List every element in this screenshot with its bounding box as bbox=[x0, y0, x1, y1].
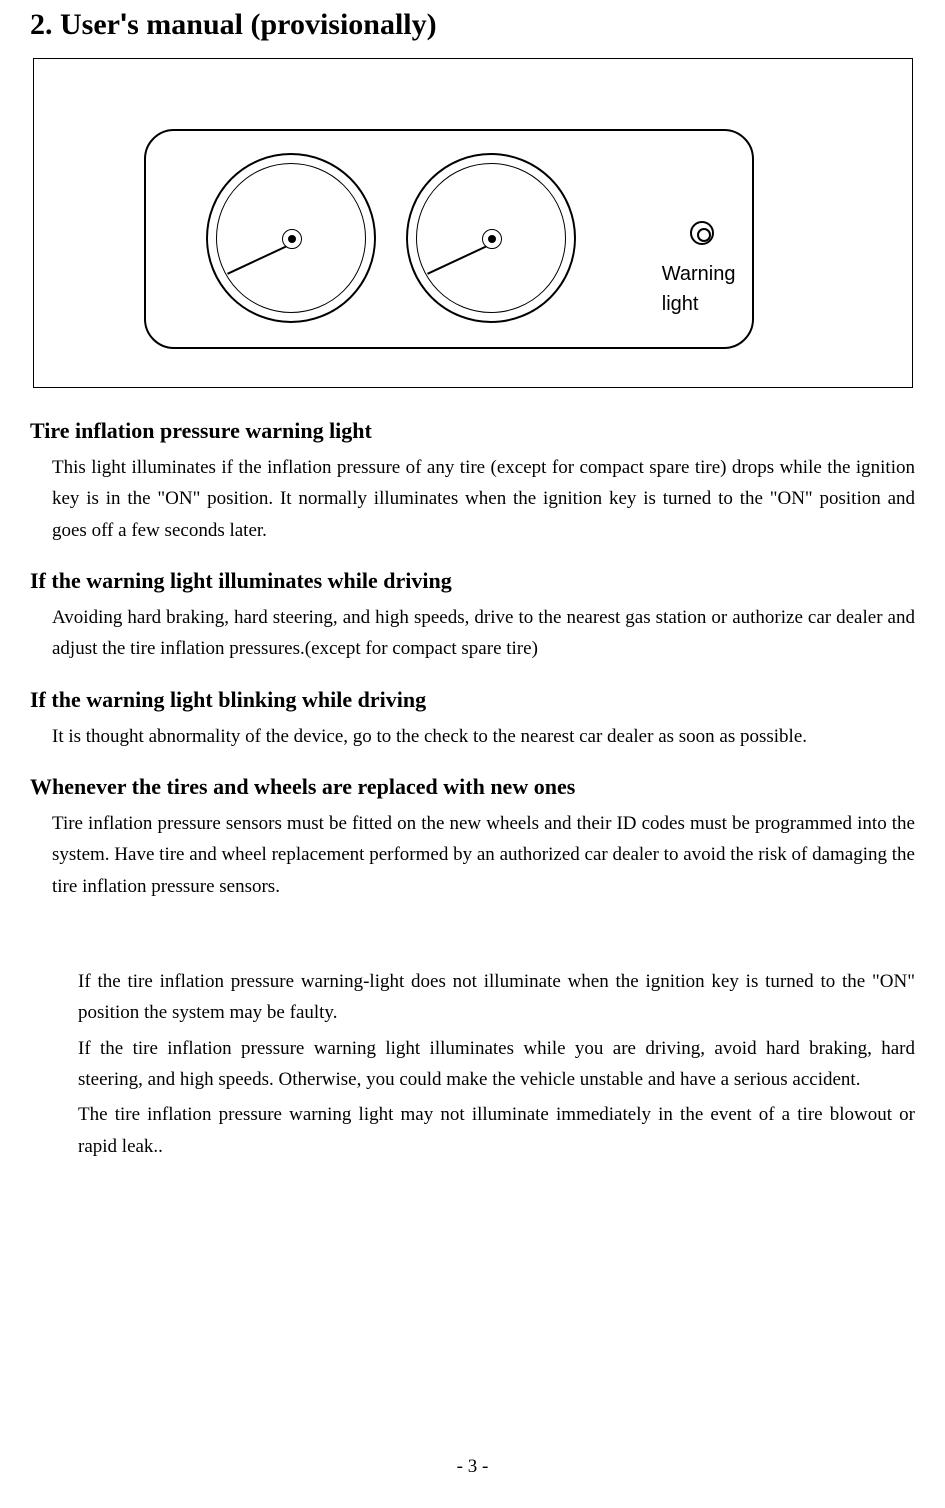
gauge-right bbox=[406, 153, 576, 323]
caution-item-2: If the tire inflation pressure warning l… bbox=[50, 1033, 915, 1096]
section-4-body: Tire inflation pressure sensors must be … bbox=[30, 808, 915, 902]
title-text-before: User bbox=[53, 8, 120, 41]
caution-text-3: The tire inflation pressure warning ligh… bbox=[78, 1099, 915, 1162]
section-1-heading: Tire inflation pressure warning light bbox=[30, 418, 915, 444]
caution-bullet bbox=[50, 966, 78, 1029]
section-1: Tire inflation pressure warning light Th… bbox=[30, 418, 915, 546]
section-3-body: It is thought abnormality of the device,… bbox=[30, 721, 915, 752]
caution-bullet bbox=[50, 1033, 78, 1096]
section-1-body: This light illuminates if the inflation … bbox=[30, 452, 915, 546]
gauge-right-center-inner bbox=[488, 235, 496, 243]
caution-bullet bbox=[50, 1099, 78, 1162]
caution-text-1: If the tire inflation pressure warning-l… bbox=[78, 966, 915, 1029]
section-2: If the warning light illuminates while d… bbox=[30, 568, 915, 665]
figure-caption bbox=[375, 359, 571, 385]
warning-light-label: Warning light bbox=[662, 259, 736, 319]
section-3: If the warning light blinking while driv… bbox=[30, 687, 915, 752]
caution-heading bbox=[30, 924, 915, 956]
page-number: - 3 - bbox=[457, 1456, 489, 1478]
warning-light-icon bbox=[690, 221, 714, 245]
dashboard-panel: Warning light bbox=[144, 129, 754, 349]
caution-list: If the tire inflation pressure warning-l… bbox=[30, 966, 915, 1162]
section-4: Whenever the tires and wheels are replac… bbox=[30, 774, 915, 902]
caution-section: If the tire inflation pressure warning-l… bbox=[30, 924, 915, 1162]
title-text-after: s manual (provisionally) bbox=[127, 8, 437, 41]
warning-label-line1: Warning bbox=[662, 259, 736, 289]
section-number: 2. bbox=[30, 8, 53, 41]
section-2-heading: If the warning light illuminates while d… bbox=[30, 568, 915, 594]
gauge-left bbox=[206, 153, 376, 323]
caution-item-3: The tire inflation pressure warning ligh… bbox=[50, 1099, 915, 1162]
section-2-body: Avoiding hard braking, hard steering, an… bbox=[30, 602, 915, 665]
caution-text-2: If the tire inflation pressure warning l… bbox=[78, 1033, 915, 1096]
caution-item-1: If the tire inflation pressure warning-l… bbox=[50, 966, 915, 1029]
section-4-heading: Whenever the tires and wheels are replac… bbox=[30, 774, 915, 800]
section-3-heading: If the warning light blinking while driv… bbox=[30, 687, 915, 713]
figure-container: Warning light bbox=[33, 58, 913, 388]
warning-label-line2: light bbox=[662, 289, 736, 319]
gauge-left-center-inner bbox=[288, 235, 296, 243]
page-title: 2. User's manual (provisionally) bbox=[30, 8, 915, 42]
